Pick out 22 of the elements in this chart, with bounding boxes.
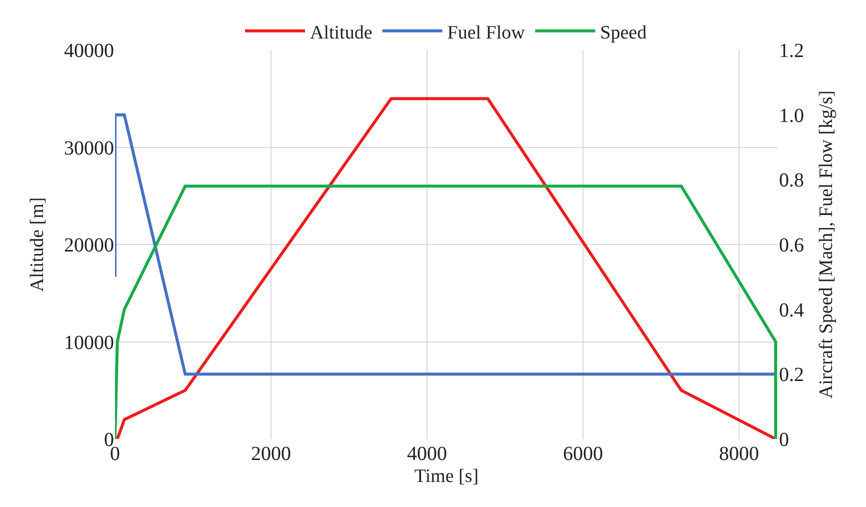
x-tick-label: 4000 [407, 443, 447, 465]
y-tick-label: 40000 [64, 40, 114, 62]
y2-tick-label: 0.4 [779, 299, 804, 322]
line-series [115, 184, 778, 439]
legend-label: Fuel Flow [447, 22, 526, 44]
x-tick-label: 6000 [563, 443, 603, 465]
legend-label: Altitude [310, 22, 372, 44]
y2-tick-label: 0 [779, 429, 789, 451]
x-tick-label: 2000 [251, 443, 291, 465]
y2-axis-title: Aircraft Speed [Mach], Fuel Flow [kg/s] [816, 90, 837, 399]
y2-tick-label: 1.2 [779, 40, 804, 62]
y-tick-label: 30000 [64, 137, 114, 160]
x-axis-title: Time [s] [414, 466, 479, 487]
y2-tick-label: 0.8 [779, 170, 804, 192]
legend-label: Speed [600, 22, 648, 44]
y2-tick-label: 1.0 [779, 104, 804, 127]
y-tick-label: 10000 [64, 332, 114, 354]
y2-tick-label: 0.6 [779, 234, 804, 256]
y2-tick-label: 0.2 [779, 364, 804, 386]
y-tick-label: 20000 [64, 234, 114, 256]
y-axis-title: Altitude [m] [26, 197, 48, 292]
x-tick-label: 8000 [719, 443, 759, 465]
